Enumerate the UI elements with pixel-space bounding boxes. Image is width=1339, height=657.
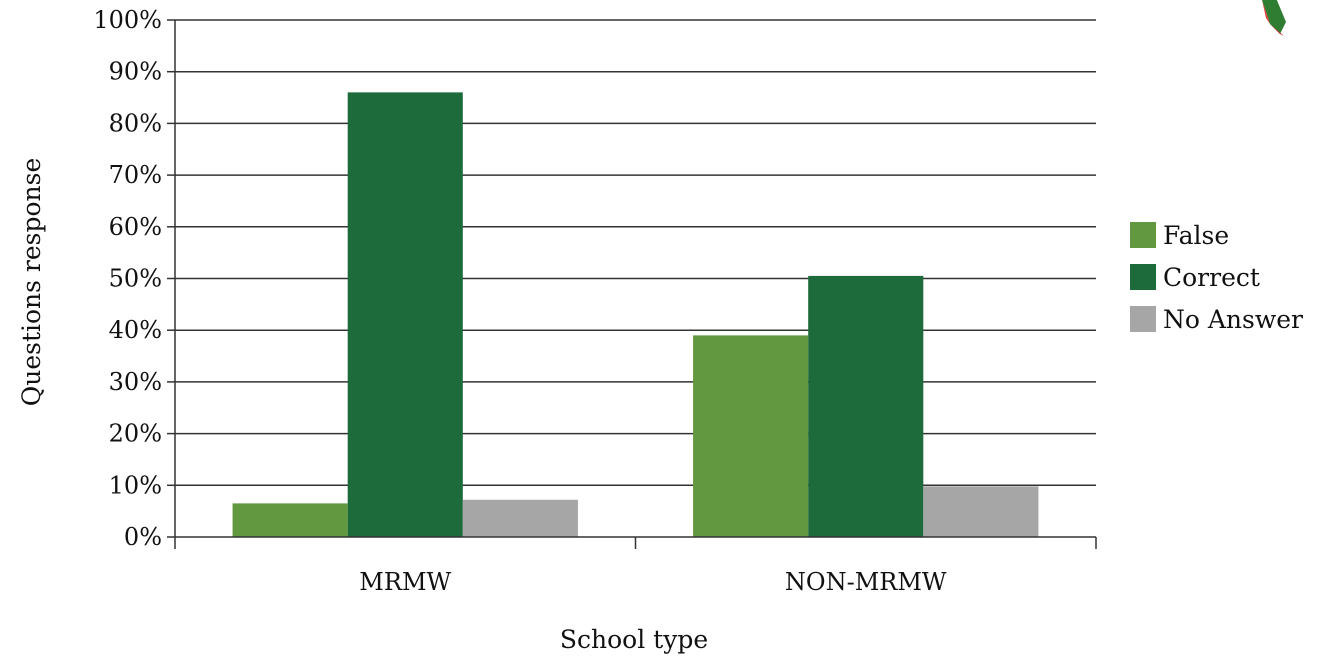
legend-label: No Answer [1163, 305, 1303, 334]
bar-no-answer [923, 486, 1039, 537]
axes [174, 20, 1097, 549]
legend-swatch [1130, 222, 1156, 248]
legend-label: Correct [1163, 263, 1260, 292]
y-tick-label: 40% [109, 316, 162, 344]
y-tick-label: 20% [109, 420, 162, 448]
legend-item: False [1130, 221, 1229, 250]
legend-label: False [1163, 221, 1229, 250]
y-tick-label: 10% [109, 471, 162, 499]
bar-correct [347, 92, 463, 537]
legend-swatch [1130, 264, 1156, 290]
y-tick-label: 30% [109, 368, 162, 396]
gridlines [167, 19, 1096, 538]
y-tick-label: 90% [109, 58, 162, 86]
y-tick-labels: 0% 10% 20% 30% 40% 50% 60% 70% 80% 90% 100% [93, 6, 162, 551]
x-axis-title: School type [560, 625, 708, 654]
y-axis-title: Questions response [17, 158, 46, 407]
x-category-label: NON-MRMW [785, 568, 947, 596]
y-tick-label: 80% [109, 109, 162, 137]
x-category-label: MRMW [359, 568, 451, 596]
bar-false [232, 503, 348, 537]
legend-swatch [1130, 306, 1156, 332]
y-tick-label: 60% [109, 213, 162, 241]
legend-item: Correct [1130, 263, 1260, 292]
bar-no-answer [462, 499, 578, 537]
bar-false [693, 335, 809, 537]
y-tick-label: 0% [124, 523, 162, 551]
y-tick-label: 50% [109, 265, 162, 293]
y-tick-label: 100% [93, 6, 162, 34]
legend-item: No Answer [1130, 305, 1303, 334]
y-tick-label: 70% [109, 161, 162, 189]
bars [232, 92, 1039, 537]
bar-correct [808, 275, 924, 537]
legend: False Correct No Answer [1130, 221, 1303, 334]
x-tick-labels: MRMW NON-MRMW [359, 568, 947, 596]
pencil-icon [1262, 0, 1286, 36]
